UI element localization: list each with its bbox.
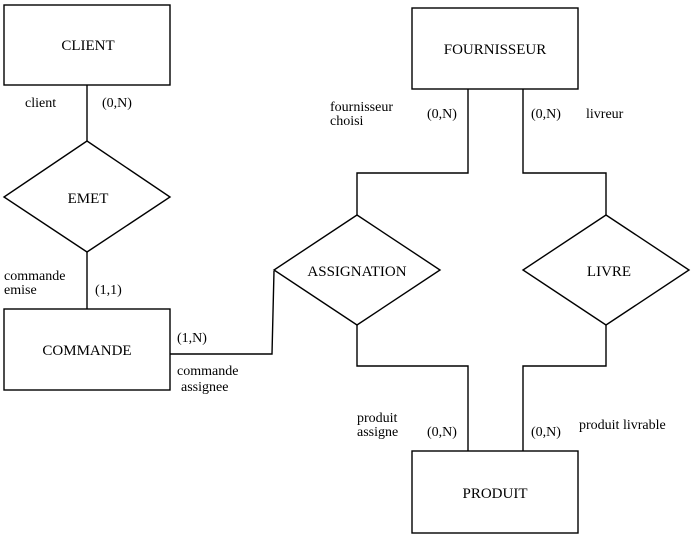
cardinality-produit-livre: (0,N) <box>531 425 561 440</box>
relationship-livre-label: LIVRE <box>587 264 631 280</box>
role-commande-assignee-line2: assignee <box>181 380 228 395</box>
link-fournisseur-assignation <box>356 89 469 215</box>
role-produit-livrable: produit livrable <box>579 418 666 433</box>
cardinality-client-emet: (0,N) <box>102 96 132 111</box>
cardinality-produit-assignation: (0,N) <box>427 425 457 440</box>
role-commande-emise-line1: commande <box>4 269 65 284</box>
entity-commande-label: COMMANDE <box>42 343 131 359</box>
role-livreur: livreur <box>586 107 624 122</box>
cardinality-labels: (0,N) (1,1) (0,N) (0,N) (1,N) (0,N) (0,N… <box>95 96 561 440</box>
role-client: client <box>25 96 56 111</box>
role-produit-assigne-line1: produit <box>357 411 398 426</box>
entity-commande: COMMANDE <box>3 308 171 391</box>
cardinality-commande-assignation: (1,N) <box>177 331 207 346</box>
entity-fournisseur-label: FOURNISSEUR <box>444 42 547 58</box>
cardinality-fournisseur-livre: (0,N) <box>531 107 561 122</box>
cardinality-fournisseur-assignation: (0,N) <box>427 107 457 122</box>
role-produit-assigne-line2: assigne <box>357 425 398 440</box>
role-commande-emise-line2: emise <box>4 283 37 298</box>
link-livre-produit <box>522 325 607 451</box>
link-fournisseur-livre <box>522 89 607 215</box>
entity-produit: PRODUIT <box>411 450 579 534</box>
entity-client: CLIENT <box>3 4 171 86</box>
link-assignation-produit <box>356 325 469 451</box>
role-commande-assignee-line1: commande <box>177 364 238 379</box>
relationship-emet: EMET <box>2 140 172 253</box>
entity-produit-label: PRODUIT <box>462 486 527 502</box>
cardinality-commande-emet: (1,1) <box>95 283 122 298</box>
entity-client-label: CLIENT <box>61 38 114 54</box>
entity-fournisseur: FOURNISSEUR <box>411 7 579 90</box>
relationship-links <box>86 85 607 451</box>
role-labels: client commande emise fournisseur choisi… <box>4 96 666 440</box>
role-fournisseur-choisi-line2: choisi <box>330 114 364 129</box>
relationship-livre: LIVRE <box>521 214 691 326</box>
relationship-assignation-label: ASSIGNATION <box>307 264 406 280</box>
relationship-emet-label: EMET <box>68 191 109 207</box>
relationship-assignation: ASSIGNATION <box>272 214 442 326</box>
link-commande-assignation <box>170 270 275 355</box>
role-fournisseur-choisi-line1: fournisseur <box>330 100 393 115</box>
